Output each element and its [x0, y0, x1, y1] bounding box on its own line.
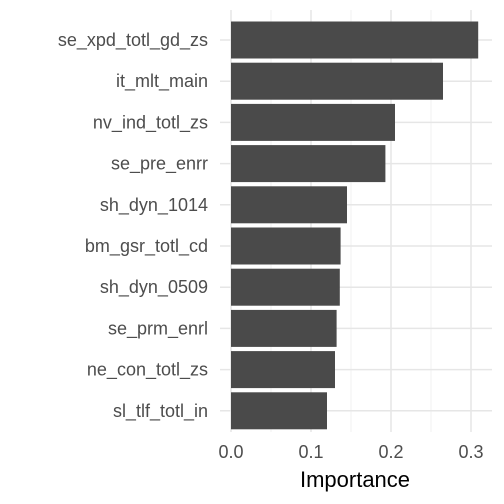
bar-it_mlt_main	[231, 62, 443, 100]
category-label: sh_dyn_1014	[100, 195, 208, 216]
category-label: sl_tlf_totl_in	[113, 401, 208, 422]
bar-sl_tlf_totl_in	[231, 392, 327, 430]
x-tick-labels: 0.0 0.1 0.2 0.3	[218, 442, 483, 462]
x-tick-label: 0.2	[378, 442, 403, 462]
bar-bm_gsr_totl_cd	[231, 227, 341, 265]
category-label: se_prm_enrl	[108, 318, 208, 339]
bar-nv_ind_totl_zs	[231, 103, 395, 141]
bar-ne_con_totl_zs	[231, 351, 335, 389]
x-tick-label: 0.3	[458, 442, 483, 462]
category-label: se_pre_enrr	[111, 154, 208, 175]
category-label: sh_dyn_0509	[100, 277, 208, 298]
category-label: nv_ind_totl_zs	[93, 112, 208, 133]
bars	[231, 21, 479, 430]
x-axis-title: Importance	[300, 467, 410, 492]
bar-sh_dyn_1014	[231, 186, 347, 224]
category-label: se_xpd_totl_gd_zs	[58, 30, 208, 51]
x-tick-label: 0.1	[298, 442, 323, 462]
category-label: it_mlt_main	[116, 71, 208, 92]
bar-se_prm_enrl	[231, 309, 337, 347]
category-label: bm_gsr_totl_cd	[85, 236, 208, 257]
bar-sh_dyn_0509	[231, 268, 340, 306]
bar-se_xpd_totl_gd_zs	[231, 21, 479, 59]
category-label: ne_con_totl_zs	[87, 360, 208, 381]
category-labels: se_xpd_totl_gd_zs it_mlt_main nv_ind_totl_…	[58, 30, 208, 422]
x-tick-label: 0.0	[218, 442, 243, 462]
bar-se_pre_enrr	[231, 145, 386, 183]
